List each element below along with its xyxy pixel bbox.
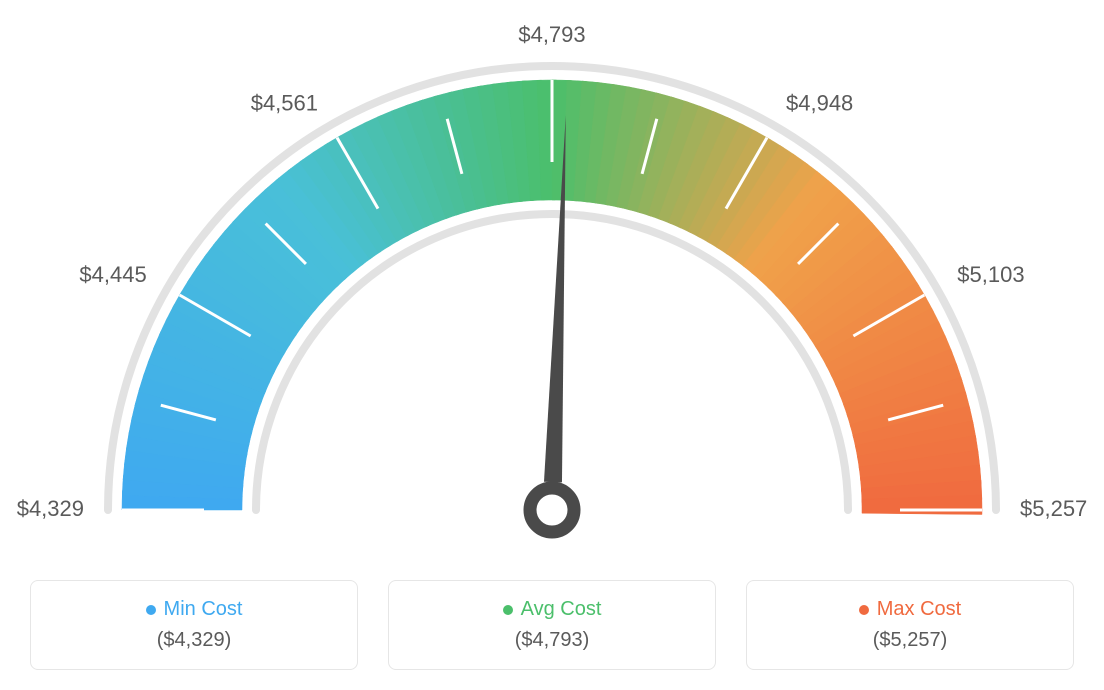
legend-max-title-row: Max Cost (859, 598, 961, 621)
dot-icon (503, 605, 513, 615)
dot-icon (859, 605, 869, 615)
legend-max-value: ($5,257) (873, 629, 948, 652)
gauge-tick-label: $5,257 (1020, 496, 1087, 521)
legend-card-max: Max Cost ($5,257) (746, 580, 1074, 670)
legend-avg-value: ($4,793) (515, 629, 590, 652)
legend-avg-title: Avg Cost (521, 598, 602, 621)
legend-min-title-row: Min Cost (146, 598, 243, 621)
gauge-svg: $4,329 $4,445 $4,561 $4,793 $4,948 $5,103 $5,2… (0, 0, 1104, 560)
dot-icon (146, 605, 156, 615)
legend-min-title: Min Cost (164, 598, 243, 621)
legend-card-avg: Avg Cost ($4,793) (388, 580, 716, 670)
gauge-tick-label: $4,793 (518, 22, 585, 47)
legend-avg-title-row: Avg Cost (503, 598, 602, 621)
legend-row: Min Cost ($4,329) Avg Cost ($4,793) Max … (0, 580, 1104, 690)
gauge-tick-label: $5,103 (957, 262, 1024, 287)
gauge-tick-label: $4,445 (79, 262, 146, 287)
legend-max-title: Max Cost (877, 598, 961, 621)
gauge-tick-label: $4,329 (17, 496, 84, 521)
legend-card-min: Min Cost ($4,329) (30, 580, 358, 670)
gauge-tick-label: $4,948 (786, 91, 853, 116)
cost-gauge-chart: $4,329 $4,445 $4,561 $4,793 $4,948 $5,103 $5,2… (0, 0, 1104, 690)
legend-min-value: ($4,329) (157, 629, 232, 652)
gauge-area: $4,329 $4,445 $4,561 $4,793 $4,948 $5,103 $5,2… (0, 0, 1104, 560)
gauge-tick-label: $4,561 (251, 91, 318, 116)
